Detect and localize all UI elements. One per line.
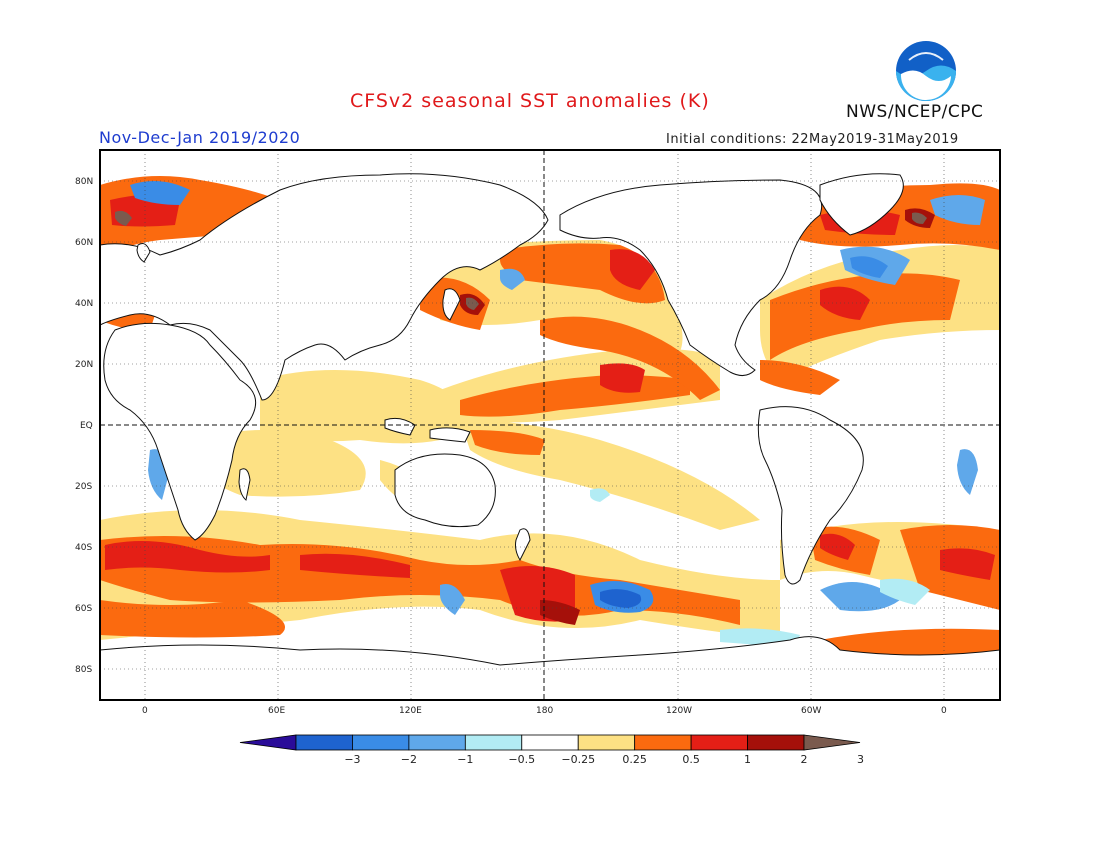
- lon-label: 120W: [666, 706, 692, 716]
- lat-label: 80S: [75, 665, 92, 675]
- colorbar-label: 3: [857, 753, 864, 766]
- anomaly-fields: [100, 176, 1000, 660]
- colorbar-label: −0.5: [508, 753, 535, 766]
- lon-label: 60E: [268, 706, 285, 716]
- lon-label: 60W: [801, 706, 821, 716]
- colorbar-segment: [747, 734, 805, 751]
- lon-label: 0: [142, 706, 148, 716]
- colorbar-label: −1: [457, 753, 473, 766]
- colorbar-segment: [464, 734, 523, 751]
- agency-label: NWS/NCEP/CPC: [846, 102, 984, 122]
- colorbar-segment: [352, 734, 410, 751]
- season-label: Nov-Dec-Jan 2019/2020: [99, 128, 301, 147]
- colorbar-label: −0.25: [561, 753, 595, 766]
- lat-label: 40N: [75, 299, 93, 309]
- lat-label: 60N: [75, 238, 93, 248]
- lat-label: EQ: [80, 421, 93, 431]
- lon-label: 0: [941, 706, 947, 716]
- lon-label: 180: [536, 706, 553, 716]
- colorbar-label: 2: [801, 753, 808, 766]
- initial-conditions-label: Initial conditions: 22May2019-31May2019: [666, 132, 959, 147]
- colorbar-segment: [577, 734, 636, 751]
- longitude-labels: 0 60E 120E 180 120W 60W 0: [142, 706, 947, 716]
- colorbar-min-arrow: [239, 734, 297, 751]
- map-title: CFSv2 seasonal SST anomalies (K): [350, 90, 710, 112]
- colorbar: −3 −2 −1 −0.5 −0.25 0.25 0.5 1 2 3: [239, 734, 864, 766]
- colorbar-segment: [408, 734, 466, 751]
- lon-label: 120E: [399, 706, 422, 716]
- colorbar-label: −3: [344, 753, 360, 766]
- continent-outlines: [100, 173, 1000, 700]
- lat-label: 60S: [75, 604, 92, 614]
- colorbar-segment: [690, 734, 748, 751]
- colorbar-label: −2: [401, 753, 417, 766]
- latitude-labels: 80N 60N 40N 20N EQ 20S 40S 60S 80S: [75, 177, 93, 675]
- colorbar-label: 1: [744, 753, 751, 766]
- lat-label: 20N: [75, 360, 93, 370]
- noaa-logo: [896, 41, 956, 101]
- colorbar-segment: [634, 734, 692, 751]
- lat-label: 20S: [75, 482, 92, 492]
- colorbar-segment: [521, 734, 579, 751]
- colorbar-segment: [295, 734, 353, 751]
- lat-label: 40S: [75, 543, 92, 553]
- colorbar-max-arrow: [803, 734, 861, 751]
- colorbar-label: 0.5: [682, 753, 700, 766]
- map-frame: [99, 149, 1001, 701]
- equator-dateline: [100, 150, 1000, 700]
- lat-label: 80N: [75, 177, 93, 187]
- colorbar-label: 0.25: [622, 753, 647, 766]
